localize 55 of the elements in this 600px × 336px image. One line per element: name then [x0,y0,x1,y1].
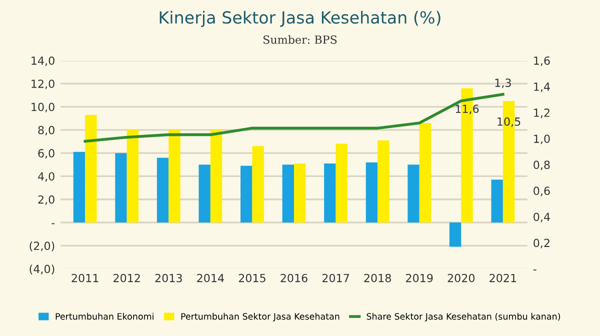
bar [85,114,97,223]
x-tick-label: 2011 [72,274,98,282]
x-tick-label: 2019 [406,274,433,282]
x-tick-label: 2012 [114,274,140,282]
y-tick-label: (2,0) [30,241,54,252]
y2-tick-label: 0,2 [534,238,550,248]
y2-tick-label: 0,8 [534,160,550,170]
y-tick-label: (4,0) [30,264,54,274]
bar [73,152,86,223]
x-tick-label: 2016 [280,274,308,282]
bar [198,164,210,223]
legend-label: Pertumbuhan Sektor Jasa Kesehatan [181,312,340,322]
data-label: 1,3 [495,78,511,88]
bar [210,130,222,223]
bar [168,130,180,223]
bar [294,163,306,223]
y-tick-label: 12,0 [32,80,54,90]
y-tick-label: 8,0 [38,126,54,136]
y-tick-label: 2,0 [38,195,54,205]
y2-tick-label: 1,6 [534,56,550,66]
y-tick-label: 14,0 [32,56,54,66]
bar [419,122,432,223]
bar [240,166,252,223]
y2-tick-label: 0,4 [534,212,550,222]
bar [282,164,294,223]
x-tick-label: 2014 [197,274,224,282]
bar [252,146,264,223]
bar [336,144,348,223]
x-tick-label: 2020 [448,274,475,282]
x-tick-label: 2015 [238,274,266,282]
bar [366,162,378,223]
y-tick-label: 6,0 [38,149,54,159]
x-tick-label: 2013 [155,274,182,282]
y-tick-label: - [52,223,55,224]
x-tick-label: 2018 [364,274,391,282]
bar [491,180,503,223]
legend-label: Share Sektor Jasa Kesehatan (sumbu kanan) [366,312,560,322]
y2-tick-label: 1,0 [534,134,550,144]
chart-subtitle: Sumber: BPS [264,35,337,44]
bar [408,164,420,223]
x-tick-label: 2021 [490,274,516,282]
y-tick-label: 10,0 [32,102,54,112]
bar [156,158,169,223]
y2-tick-label: 1,4 [534,82,550,92]
bar [126,130,139,223]
y-tick-label: 4,0 [38,172,54,182]
y2-tick-label: 0,6 [534,186,550,196]
bar [324,163,336,223]
chart-title: Kinerja Sektor Jasa Kesehatan (%) [160,10,440,27]
bar [378,140,390,223]
legend-label: Pertumbuhan Ekonomi [56,312,154,320]
bar [115,153,127,223]
x-tick-label: 2017 [322,274,349,282]
y2-tick-label: 1,2 [534,108,550,118]
bar [449,222,462,247]
